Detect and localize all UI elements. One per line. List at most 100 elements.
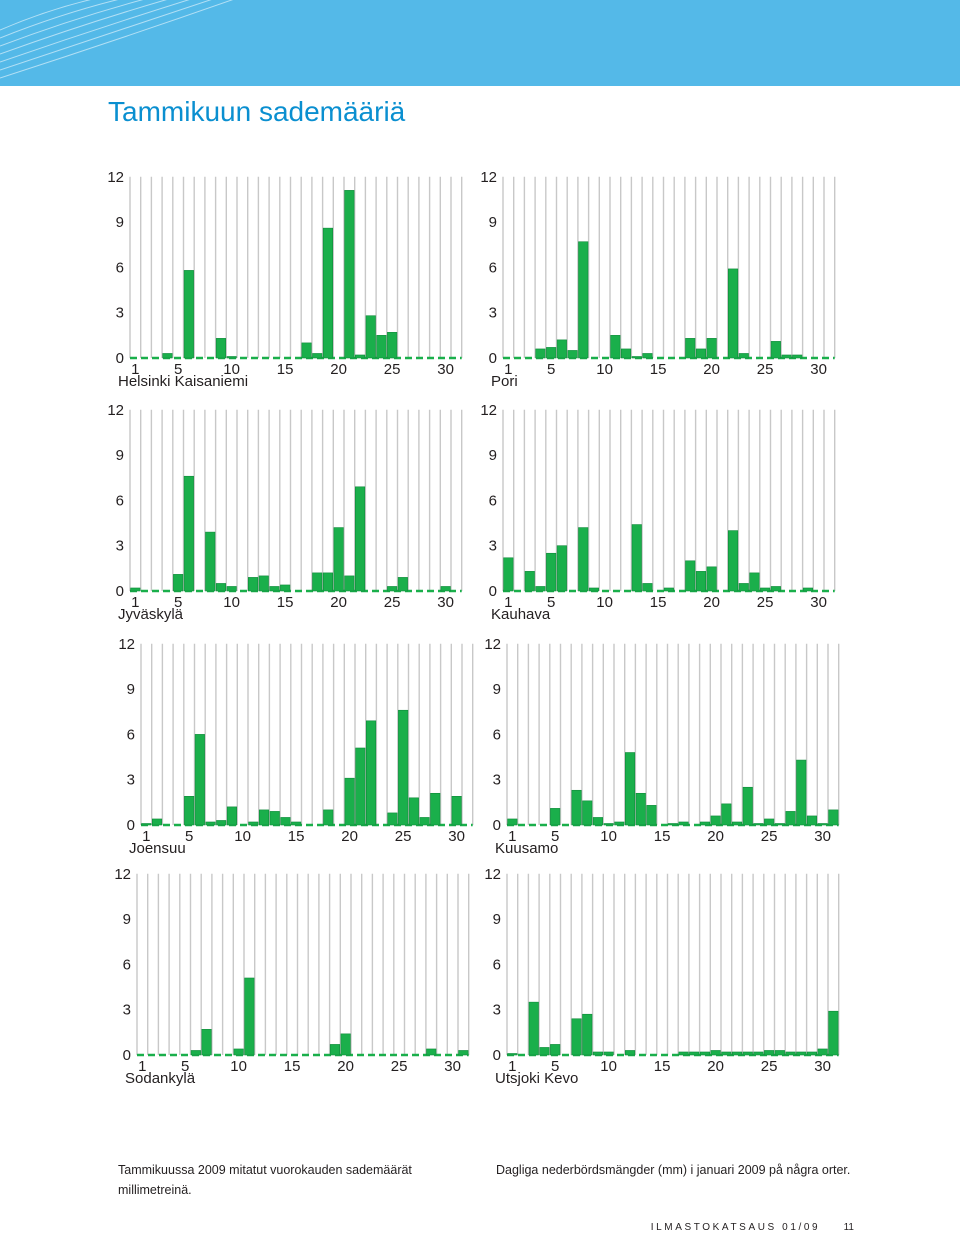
bar-day-8 <box>205 531 216 592</box>
bar-day-10 <box>603 823 614 826</box>
bar-day-11 <box>248 821 259 826</box>
x-tick-label: 15 <box>288 828 305 845</box>
y-tick-label: 9 <box>493 911 501 928</box>
x-tick-label: 30 <box>444 1058 461 1075</box>
y-tick-label: 12 <box>484 866 501 883</box>
bar-day-4 <box>535 586 546 592</box>
bar-day-27 <box>785 811 796 826</box>
bar-day-24 <box>376 335 387 359</box>
bar-day-1 <box>507 818 518 826</box>
bar-day-19 <box>322 572 334 592</box>
x-tick-label: 25 <box>391 1058 408 1075</box>
bar-day-16 <box>667 823 678 826</box>
x-tick-label: 15 <box>284 1058 301 1075</box>
x-tick-label: 5 <box>547 361 555 378</box>
x-tick-label: 25 <box>384 361 401 378</box>
bar-day-18 <box>312 353 323 359</box>
x-tick-label: 5 <box>551 1058 559 1075</box>
bar-day-12 <box>624 752 636 826</box>
y-tick-label: 3 <box>493 772 501 789</box>
bar-day-13 <box>631 524 642 592</box>
y-tick-label: 12 <box>480 169 497 186</box>
bar-day-24 <box>753 823 764 826</box>
x-tick-label: 20 <box>707 1058 724 1075</box>
x-tick-label: 20 <box>330 594 347 611</box>
bar-day-7 <box>571 789 582 826</box>
bar-day-12 <box>624 1050 636 1056</box>
bar-day-10 <box>226 586 237 592</box>
x-tick-label: 1 <box>138 1058 146 1075</box>
x-tick-label: 5 <box>185 828 193 845</box>
x-tick-label: 25 <box>395 828 412 845</box>
x-tick-label: 1 <box>504 594 512 611</box>
x-tick-label: 15 <box>650 361 667 378</box>
bar-day-30 <box>817 823 828 826</box>
bar-day-17 <box>301 342 312 359</box>
station-label: Sodankylä <box>125 1070 196 1087</box>
bar-day-12 <box>258 809 270 826</box>
bar-day-23 <box>738 353 749 359</box>
banner-decoration <box>0 0 234 79</box>
x-tick-label: 1 <box>508 828 516 845</box>
bar-day-27 <box>781 354 792 359</box>
bar-day-28 <box>796 1051 807 1056</box>
y-tick-label: 3 <box>123 1002 131 1019</box>
y-tick-label: 12 <box>107 169 124 186</box>
bar-day-5 <box>550 808 561 826</box>
bar-day-3 <box>528 1001 539 1056</box>
bar-day-6 <box>183 270 194 359</box>
bar-day-23 <box>742 1051 753 1056</box>
x-tick-label: 30 <box>437 361 454 378</box>
bar-day-19 <box>699 1051 711 1056</box>
bar-day-31 <box>458 1050 469 1056</box>
bar-day-13 <box>258 575 269 592</box>
bar-day-19 <box>329 1044 341 1056</box>
bar-day-8 <box>582 800 593 826</box>
bar-day-12 <box>248 577 259 592</box>
bar-day-28 <box>792 354 803 359</box>
x-tick-label: 1 <box>508 1058 516 1075</box>
bar-day-24 <box>749 572 760 592</box>
bar-day-26 <box>770 341 781 359</box>
y-tick-label: 0 <box>123 1047 131 1064</box>
bar-day-7 <box>201 1029 212 1056</box>
page-footer: ILMASTOKATSAUS 01/09 11 <box>651 1222 854 1233</box>
station-label: Utsjoki Kevo <box>495 1070 578 1087</box>
bar-day-22 <box>731 821 743 826</box>
x-tick-label: 30 <box>814 828 831 845</box>
bar-day-12 <box>620 348 632 359</box>
bar-day-18 <box>312 572 323 592</box>
bar-day-5 <box>173 574 184 592</box>
bar-day-9 <box>592 817 604 826</box>
bar-day-19 <box>699 821 711 826</box>
bar-day-16 <box>663 587 674 592</box>
bar-day-28 <box>426 1048 437 1056</box>
bar-day-20 <box>706 338 717 359</box>
bar-day-14 <box>642 583 653 592</box>
bar-day-14 <box>280 817 291 826</box>
bar-day-20 <box>340 1033 351 1056</box>
x-tick-label: 20 <box>703 361 720 378</box>
bar-day-1 <box>141 823 152 826</box>
y-tick-label: 6 <box>123 956 131 973</box>
bar-day-4 <box>539 1047 550 1056</box>
bar-day-20 <box>706 566 717 592</box>
caption-swedish: Dagliga nederbördsmängder (mm) i januari… <box>496 1163 851 1177</box>
y-tick-label: 9 <box>116 214 124 231</box>
bar-day-17 <box>678 821 689 826</box>
bar-day-18 <box>323 809 334 826</box>
bar-day-5 <box>546 347 557 359</box>
x-tick-label: 10 <box>223 361 240 378</box>
y-tick-label: 6 <box>116 259 124 276</box>
bar-day-28 <box>796 759 807 826</box>
y-tick-label: 9 <box>489 447 497 464</box>
bar-day-8 <box>582 1013 593 1056</box>
y-tick-label: 3 <box>493 1002 501 1019</box>
y-tick-label: 6 <box>489 492 497 509</box>
header-banner <box>0 0 960 86</box>
bar-day-25 <box>764 1050 775 1056</box>
x-tick-label: 10 <box>600 1058 617 1075</box>
